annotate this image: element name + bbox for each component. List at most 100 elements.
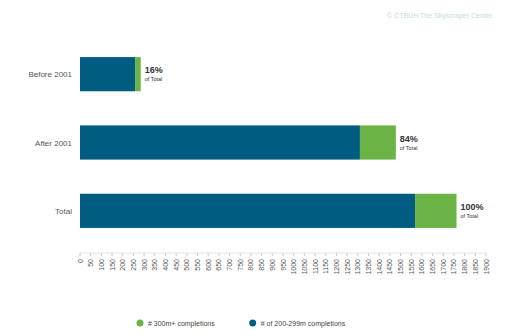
tick-label: 850 bbox=[258, 259, 265, 271]
tick-mark bbox=[443, 253, 444, 256]
tick-mark bbox=[240, 253, 241, 256]
tick-label: 1700 bbox=[440, 259, 447, 275]
legend: # 300m+ completions # of 200-299m complet… bbox=[137, 320, 346, 328]
tick-mark bbox=[154, 253, 155, 256]
tick-mark bbox=[411, 253, 412, 256]
tick-mark bbox=[304, 253, 305, 256]
tick-label: 900 bbox=[269, 259, 276, 271]
tick-mark bbox=[218, 253, 219, 256]
bar bbox=[80, 57, 135, 91]
tick-mark bbox=[208, 253, 209, 256]
chart: © CTBUH The Skyscraper Center05010015020… bbox=[0, 0, 512, 335]
tick-label: 1850 bbox=[472, 259, 479, 275]
tick-mark bbox=[197, 253, 198, 256]
tick-label: 1650 bbox=[429, 259, 436, 275]
bar bbox=[360, 125, 396, 159]
tick-mark bbox=[101, 253, 102, 256]
tick-mark bbox=[347, 253, 348, 256]
tick-label: 100 bbox=[98, 259, 105, 271]
tick-mark bbox=[272, 253, 273, 256]
tick-mark bbox=[112, 253, 113, 256]
annotation: 84% bbox=[400, 134, 418, 144]
tick-label: 1500 bbox=[397, 259, 404, 275]
tick-mark bbox=[400, 253, 401, 256]
tick-label: 1800 bbox=[461, 259, 468, 275]
category-label: After 2001 bbox=[35, 139, 72, 148]
tick-mark bbox=[261, 253, 262, 256]
annotation: 16% bbox=[145, 65, 163, 75]
tick-mark bbox=[144, 253, 145, 256]
tick-label: 1750 bbox=[450, 259, 457, 275]
tick-label: 150 bbox=[109, 259, 116, 271]
tick-label: 1300 bbox=[354, 259, 361, 275]
tick-label: 550 bbox=[194, 259, 201, 271]
annotation: 100% bbox=[461, 202, 484, 212]
legend-swatch bbox=[137, 320, 144, 327]
tick-label: 650 bbox=[215, 259, 222, 271]
tick-label: 1400 bbox=[376, 259, 383, 275]
tick-label: 1050 bbox=[301, 259, 308, 275]
tick-label: 800 bbox=[247, 259, 254, 271]
tick-label: 450 bbox=[173, 259, 180, 271]
tick-mark bbox=[165, 253, 166, 256]
tick-mark bbox=[421, 253, 422, 256]
tick-mark bbox=[293, 253, 294, 256]
bars bbox=[80, 57, 457, 228]
tick-label: 1000 bbox=[290, 259, 297, 275]
tick-mark bbox=[283, 253, 284, 256]
tick-mark bbox=[122, 253, 123, 256]
tick-label: 1100 bbox=[312, 259, 319, 274]
tick-mark bbox=[176, 253, 177, 256]
tick-label: 1600 bbox=[418, 259, 425, 275]
annotation-text: of Total bbox=[400, 145, 418, 151]
tick-mark bbox=[486, 253, 487, 256]
tick-label: 200 bbox=[119, 259, 126, 271]
bar bbox=[80, 125, 360, 159]
tick-label: 700 bbox=[226, 259, 233, 271]
tick-mark bbox=[432, 253, 433, 256]
tick-mark bbox=[250, 253, 251, 256]
tick-mark bbox=[368, 253, 369, 256]
tick-mark bbox=[389, 253, 390, 256]
tick-mark bbox=[336, 253, 337, 256]
tick-mark bbox=[464, 253, 465, 256]
tick-mark bbox=[90, 253, 91, 256]
tick-label: 50 bbox=[87, 259, 94, 267]
tick-mark bbox=[186, 253, 187, 256]
tick-label: 0 bbox=[77, 259, 84, 263]
tick-label: 1150 bbox=[322, 259, 329, 274]
tick-mark bbox=[229, 253, 230, 256]
tick-mark bbox=[475, 253, 476, 256]
annotation-text: of Total bbox=[145, 76, 163, 82]
legend-swatch bbox=[249, 320, 256, 327]
tick-label: 1250 bbox=[344, 259, 351, 275]
tick-mark bbox=[315, 253, 316, 256]
tick-mark bbox=[379, 253, 380, 256]
category-label: Before 2001 bbox=[28, 70, 72, 79]
tick-mark bbox=[80, 253, 81, 256]
bar bbox=[135, 57, 141, 91]
tick-label: 250 bbox=[130, 259, 137, 271]
tick-label: 950 bbox=[280, 259, 287, 271]
annotation-text: of Total bbox=[461, 213, 479, 219]
legend-label: # 300m+ completions bbox=[148, 320, 215, 328]
tick-label: 1450 bbox=[386, 259, 393, 275]
tick-label: 400 bbox=[162, 259, 169, 271]
tick-label: 1550 bbox=[408, 259, 415, 275]
tick-label: 1900 bbox=[483, 259, 490, 275]
tick-label: 500 bbox=[183, 259, 190, 271]
bar bbox=[80, 194, 415, 228]
legend-label: # of 200-299m completions bbox=[261, 320, 346, 328]
tick-label: 1200 bbox=[333, 259, 340, 275]
category-label: Total bbox=[55, 207, 72, 216]
tick-label: 1350 bbox=[365, 259, 372, 275]
tick-label: 350 bbox=[151, 259, 158, 271]
tick-mark bbox=[357, 253, 358, 256]
x-ticks: 050 100 150200 250 300350 400 450500 550 600650 7… bbox=[77, 253, 490, 275]
tick-mark bbox=[325, 253, 326, 256]
tick-label: 750 bbox=[237, 259, 244, 271]
tick-label: 600 bbox=[205, 259, 212, 271]
tick-mark bbox=[453, 253, 454, 256]
tick-label: 300 bbox=[141, 259, 148, 271]
tick-mark bbox=[133, 253, 134, 256]
